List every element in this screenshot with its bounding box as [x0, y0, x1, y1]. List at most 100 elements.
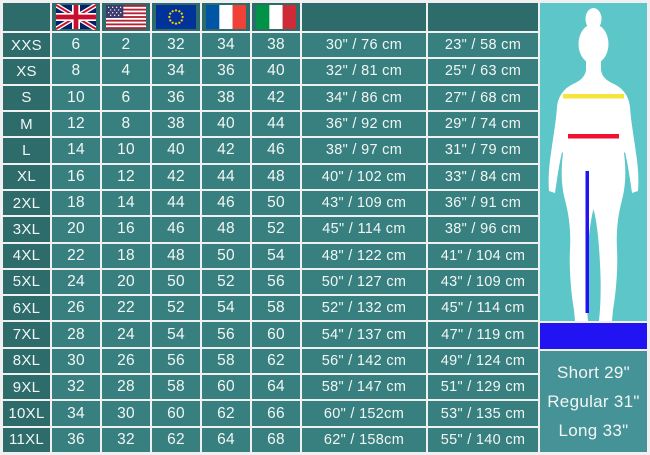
- eu-size-cell: 44: [152, 190, 200, 216]
- italy-size-cell: 54: [252, 243, 300, 268]
- waist-measurement-cell: 45" / 114 cm: [428, 296, 538, 321]
- italy-size-cell: 38: [252, 33, 300, 58]
- chest-measurement-cell: 56" / 142 cm: [302, 348, 426, 374]
- us-size-cell: 18: [102, 243, 150, 268]
- waist-measurement-cell: 43" / 109 cm: [428, 269, 538, 295]
- us-size-cell: 12: [102, 164, 150, 189]
- us-size-cell: 32: [102, 427, 150, 452]
- france-size-cell: 64: [202, 427, 250, 452]
- uk-size-cell: 16: [52, 164, 100, 189]
- chest-measurement-cell: 36" / 92 cm: [302, 111, 426, 137]
- uk-size-cell: 24: [52, 269, 100, 295]
- uk-size-cell: 12: [52, 111, 100, 137]
- uk-size-cell: 26: [52, 296, 100, 321]
- eu-size-cell: 60: [152, 401, 200, 426]
- us-size-cell: 30: [102, 401, 150, 426]
- france-size-cell: 58: [202, 348, 250, 374]
- female-silhouette-icon: [548, 8, 639, 321]
- italy-size-cell: 42: [252, 85, 300, 110]
- france-size-cell: 54: [202, 296, 250, 321]
- us-size-cell: 6: [102, 85, 150, 110]
- italy-size-cell: 60: [252, 322, 300, 347]
- length-short: Short 29": [557, 362, 630, 382]
- france-size-cell: 36: [202, 59, 250, 84]
- france-size-cell: 40: [202, 111, 250, 137]
- france-size-cell: 46: [202, 190, 250, 216]
- row-size-label: S: [3, 85, 50, 110]
- waist-measurement-cell: 47" / 119 cm: [428, 322, 538, 347]
- length-long: Long 33": [558, 421, 629, 441]
- waist-line: [568, 134, 619, 139]
- row-size-label: XXS: [3, 33, 50, 58]
- italy-size-cell: 40: [252, 59, 300, 84]
- chest-measurement-cell: 58" / 147 cm: [302, 375, 426, 400]
- us-size-cell: 20: [102, 269, 150, 295]
- eu-size-cell: 32: [152, 33, 200, 58]
- chest-measurement-cell: 60" / 152cm: [302, 401, 426, 426]
- uk-size-cell: 14: [52, 138, 100, 163]
- waist-color-header: [428, 3, 538, 31]
- waist-measurement-cell: 55" / 140 cm: [428, 427, 538, 452]
- chest-measurement-cell: 45" / 114 cm: [302, 217, 426, 242]
- italy-size-cell: 52: [252, 217, 300, 242]
- inseam-line: [585, 171, 589, 313]
- chest-measurement-cell: 43" / 109 cm: [302, 190, 426, 216]
- row-size-label: L: [3, 138, 50, 163]
- waist-measurement-cell: 41" / 104 cm: [428, 243, 538, 268]
- us-size-cell: 26: [102, 348, 150, 374]
- us-size-cell: 16: [102, 217, 150, 242]
- france-size-cell: 56: [202, 322, 250, 347]
- row-size-label: 5XL: [3, 269, 50, 295]
- uk-size-cell: 34: [52, 401, 100, 426]
- eu-size-cell: 46: [152, 217, 200, 242]
- uk-size-cell: 18: [52, 190, 100, 216]
- row-size-label: XS: [3, 59, 50, 84]
- us-flag-icon: [102, 3, 150, 31]
- italy-size-cell: 44: [252, 111, 300, 137]
- waist-measurement-cell: 33" / 84 cm: [428, 164, 538, 189]
- italy-size-cell: 48: [252, 164, 300, 189]
- size-conversion-table: XXS 6 2 32 34 38 30" / 76 cm 23" / 58 cm XS 8 4 34 3…: [3, 3, 538, 452]
- chest-measurement-cell: 48" / 122 cm: [302, 243, 426, 268]
- france-size-cell: 50: [202, 243, 250, 268]
- france-size-cell: 38: [202, 85, 250, 110]
- us-size-cell: 14: [102, 190, 150, 216]
- uk-size-cell: 32: [52, 375, 100, 400]
- eu-size-cell: 48: [152, 243, 200, 268]
- chest-measurement-cell: 30" / 76 cm: [302, 33, 426, 58]
- us-size-cell: 24: [102, 322, 150, 347]
- chest-measurement-cell: 32" / 81 cm: [302, 59, 426, 84]
- italy-size-cell: 66: [252, 401, 300, 426]
- waist-measurement-cell: 36" / 91 cm: [428, 190, 538, 216]
- row-size-label: 10XL: [3, 401, 50, 426]
- eu-size-cell: 36: [152, 85, 200, 110]
- chest-measurement-cell: 34" / 86 cm: [302, 85, 426, 110]
- row-size-label: M: [3, 111, 50, 137]
- chest-color-header: [302, 3, 426, 31]
- eu-size-cell: 54: [152, 322, 200, 347]
- row-size-label: 9XL: [3, 375, 50, 400]
- body-figure-panel: [540, 3, 647, 321]
- us-size-cell: 10: [102, 138, 150, 163]
- us-size-cell: 4: [102, 59, 150, 84]
- waist-measurement-cell: 29" / 74 cm: [428, 111, 538, 137]
- france-size-cell: 48: [202, 217, 250, 242]
- france-size-cell: 44: [202, 164, 250, 189]
- eu-size-cell: 40: [152, 138, 200, 163]
- inseam-color-bar: [540, 323, 647, 349]
- us-size-cell: 28: [102, 375, 150, 400]
- france-size-cell: 60: [202, 375, 250, 400]
- us-size-cell: 8: [102, 111, 150, 137]
- eu-size-cell: 38: [152, 111, 200, 137]
- france-size-cell: 42: [202, 138, 250, 163]
- waist-measurement-cell: 53" / 135 cm: [428, 401, 538, 426]
- chest-measurement-cell: 62" / 158cm: [302, 427, 426, 452]
- row-size-label: 8XL: [3, 348, 50, 374]
- length-options-panel: Short 29" Regular 31" Long 33": [540, 351, 647, 452]
- italy-size-cell: 50: [252, 190, 300, 216]
- waist-measurement-cell: 25" / 63 cm: [428, 59, 538, 84]
- eu-flag-icon: [152, 3, 200, 31]
- italy-size-cell: 56: [252, 269, 300, 295]
- chest-measurement-cell: 52" / 132 cm: [302, 296, 426, 321]
